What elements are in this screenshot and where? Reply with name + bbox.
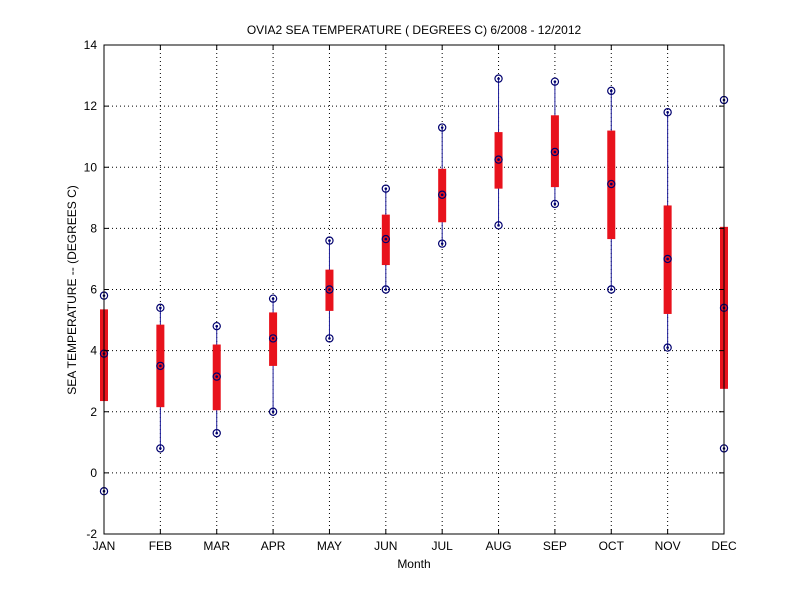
max-marker-dot [328,239,331,242]
y-tick-label: 2 [90,405,97,419]
max-marker [212,321,221,331]
box-nov [663,108,672,352]
y-tick-label: 6 [90,283,97,297]
min-marker-dot [497,224,500,227]
max-marker [325,236,334,245]
max-marker [156,303,165,313]
x-tick-label: AUG [486,539,512,553]
min-marker [268,407,278,416]
median-marker-dot [497,158,500,161]
max-marker-dot [271,297,275,300]
max-marker-dot [215,324,219,328]
min-marker [607,285,616,294]
min-marker-dot [440,242,444,245]
min-marker [381,285,391,294]
min-marker-dot [215,431,219,435]
max-marker [437,123,447,132]
max-marker-dot [553,80,557,83]
min-marker-dot [666,346,669,349]
max-marker-dot [159,306,162,310]
max-marker [550,77,560,86]
y-tick-label: 10 [84,160,98,174]
x-tick-label: NOV [655,539,681,553]
max-marker [494,74,503,83]
y-tick-label: 12 [84,99,98,113]
median-marker [663,254,672,264]
min-marker [550,199,560,209]
max-marker [381,184,391,193]
y-axis-label: SEA TEMPERATURE -- (DEGREES C) [65,185,79,395]
min-marker-dot [609,288,613,291]
median-marker [212,372,221,381]
box-aug [494,74,503,230]
x-tick-label: DEC [711,539,737,553]
y-tick-label: 0 [90,466,97,480]
box-apr [268,294,278,416]
min-marker [212,428,221,438]
chart-title: OVIA2 SEA TEMPERATURE ( DEGREES C) 6/200… [247,23,582,37]
x-tick-label: JAN [93,539,116,553]
max-marker-dot [666,110,669,114]
min-marker [494,221,503,230]
median-marker [325,285,334,294]
box-jul [437,123,447,248]
median-marker-dot [609,182,613,186]
median-marker-dot [666,257,669,261]
box-mar [212,321,221,438]
median-marker [607,179,616,189]
y-tick-label: 4 [90,344,97,358]
min-marker-dot [159,447,162,450]
x-axis-label: Month [397,557,430,571]
min-marker-dot [271,410,275,414]
median-marker-dot [384,237,388,241]
max-marker [607,86,616,96]
min-marker [156,444,165,453]
min-marker-dot [328,337,331,340]
max-marker-dot [609,89,613,93]
x-tick-label: JUN [374,539,397,553]
y-tick-label: 14 [84,38,98,52]
median-marker [437,190,447,199]
max-marker-dot [440,126,444,129]
min-marker-dot [553,202,557,206]
max-marker [663,108,672,117]
x-tick-label: SEP [543,539,567,553]
median-marker-dot [328,288,331,291]
x-tick-label: MAY [317,539,342,553]
box-sep [550,77,560,209]
median-marker [494,155,503,164]
min-marker [437,239,447,248]
max-marker-dot [497,77,500,80]
median-marker [550,147,560,157]
ticks: -2 0 2 4 6 8 10 12 14 JAN FEB MAR APR MAY JUN JUL AUG SEP… [84,38,737,553]
median-marker-dot [159,364,162,368]
x-tick-label: OCT [599,539,625,553]
box-may [325,236,334,343]
median-marker [381,234,391,244]
median-marker-dot [440,193,444,197]
x-tick-label: JUL [432,539,454,553]
x-tick-label: APR [261,539,286,553]
median-marker-dot [271,337,275,340]
min-marker [325,334,334,343]
min-marker-dot [384,288,388,291]
median-marker [268,334,278,343]
box-jun [381,184,391,294]
median-marker-dot [553,150,557,154]
median-marker [156,361,165,371]
x-tick-label: FEB [149,539,172,553]
median-marker-dot [215,375,219,378]
box-oct [607,86,616,294]
min-marker [663,343,672,352]
max-marker [268,294,278,303]
box-feb [156,303,165,453]
x-tick-label: MAR [203,539,230,553]
max-marker-dot [384,187,388,190]
y-tick-label: 8 [90,221,97,235]
y-tick-label: -2 [86,527,97,541]
